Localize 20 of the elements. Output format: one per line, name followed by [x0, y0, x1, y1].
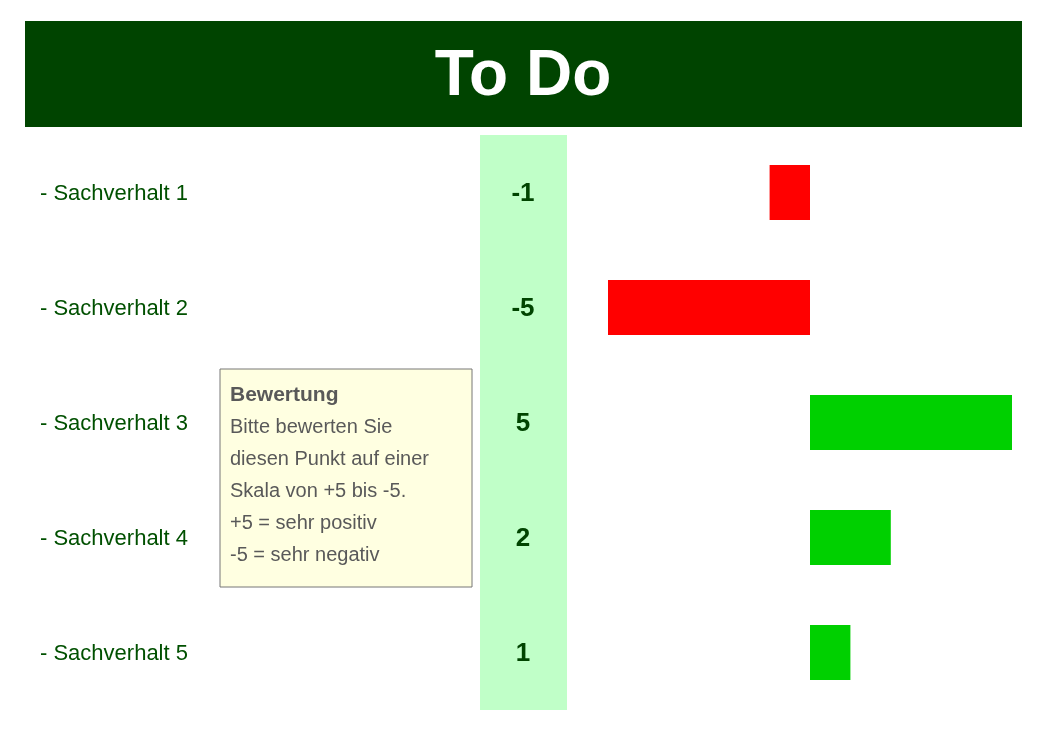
bar [810, 625, 851, 680]
y-tick-label: - Sachverhalt 5 [40, 639, 188, 665]
bar [608, 280, 810, 335]
bar [810, 395, 1012, 450]
y-tick-label: - Sachverhalt 3 [40, 409, 188, 435]
data-label: -1 [511, 176, 535, 207]
text: Bewertung [230, 382, 339, 405]
text: Bitte bewerten Sie diesen Punkt auf einer Skala von +5 bis -5. [230, 415, 430, 501]
data-label: -5 [511, 291, 535, 322]
data-label: 5 [515, 406, 531, 437]
y-tick-label: - Sachverhalt 1 [40, 179, 188, 205]
y-tick-label: - Sachverhalt 4 [40, 524, 188, 550]
data-label: 2 [515, 521, 531, 552]
data-label: 1 [515, 636, 531, 667]
text: +5 = sehr positiv [230, 511, 377, 533]
bar [810, 510, 891, 565]
text: -5 = sehr negativ [230, 543, 380, 565]
bar [769, 165, 810, 220]
y-tick-label: - Sachverhalt 2 [40, 294, 188, 320]
chart-title: To Do [434, 37, 612, 109]
